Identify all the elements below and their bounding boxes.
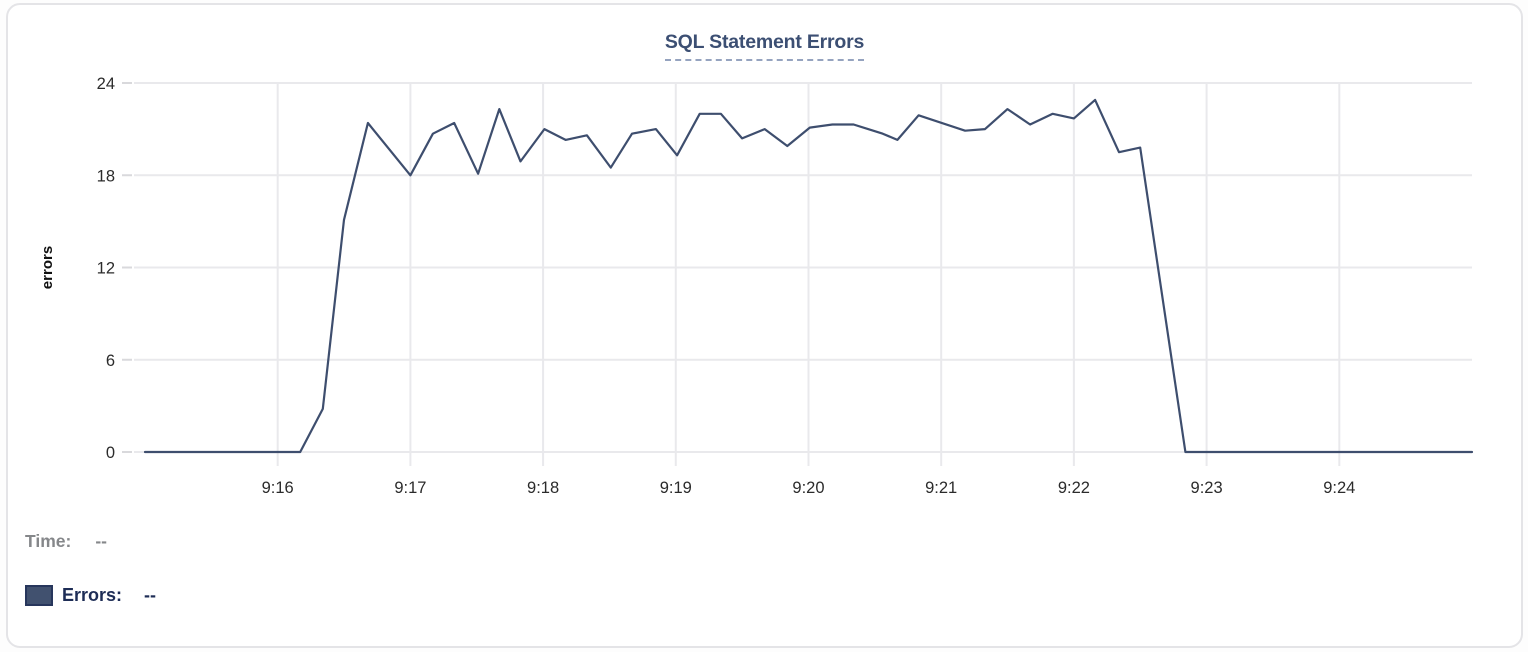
axis-ticks (122, 82, 132, 453)
x-tick-label: 9:22 (1058, 479, 1090, 497)
x-tick-label: 9:20 (792, 479, 824, 497)
errors-readout-row: Errors: -- (25, 583, 156, 607)
time-readout-row: Time: -- (25, 529, 156, 553)
x-tick-label: 9:16 (262, 479, 294, 497)
time-label: Time: (25, 530, 72, 551)
x-tick-label: 9:19 (660, 479, 692, 497)
y-tick-label: 6 (106, 352, 115, 370)
errors-value: -- (144, 584, 157, 605)
y-tick-label: 24 (97, 75, 115, 93)
x-tick-label: 9:24 (1323, 479, 1355, 497)
x-tick-label: 9:17 (394, 479, 426, 497)
data-line[interactable] (143, 98, 1474, 454)
y-tick-label: 18 (97, 167, 115, 185)
y-tick-label: 12 (97, 260, 115, 278)
chart-header: SQL Statement Errors (8, 5, 1521, 61)
gridlines (134, 82, 1472, 466)
chart-card: SQL Statement Errors 0 6 12 18 24 9:16 9:17 9:1… (6, 3, 1523, 648)
x-tick-label: 9:23 (1191, 479, 1223, 497)
time-value: -- (95, 530, 108, 551)
y-axis-title: errors (39, 246, 56, 289)
chart-title[interactable]: SQL Statement Errors (664, 31, 864, 61)
sql-errors-line-chart[interactable]: 0 6 12 18 24 9:16 9:17 9:18 9:19 9:20 9:21 9:22 9:23… (8, 61, 1523, 509)
axis-labels: 0 6 12 18 24 9:16 9:17 9:18 9:19 9:20 9:21 9:22 9:23… (97, 75, 1356, 497)
errors-legend-swatch (25, 584, 53, 606)
line-chart[interactable]: 0 6 12 18 24 9:16 9:17 9:18 9:19 9:20 9:21 9:22 9:23… (8, 61, 1523, 509)
x-tick-label: 9:21 (925, 479, 957, 497)
x-tick-label: 9:18 (527, 479, 559, 497)
errors-label: Errors: (62, 584, 123, 605)
y-tick-label: 0 (106, 444, 115, 462)
tooltip-readout: Time: -- Errors: -- (25, 529, 156, 607)
